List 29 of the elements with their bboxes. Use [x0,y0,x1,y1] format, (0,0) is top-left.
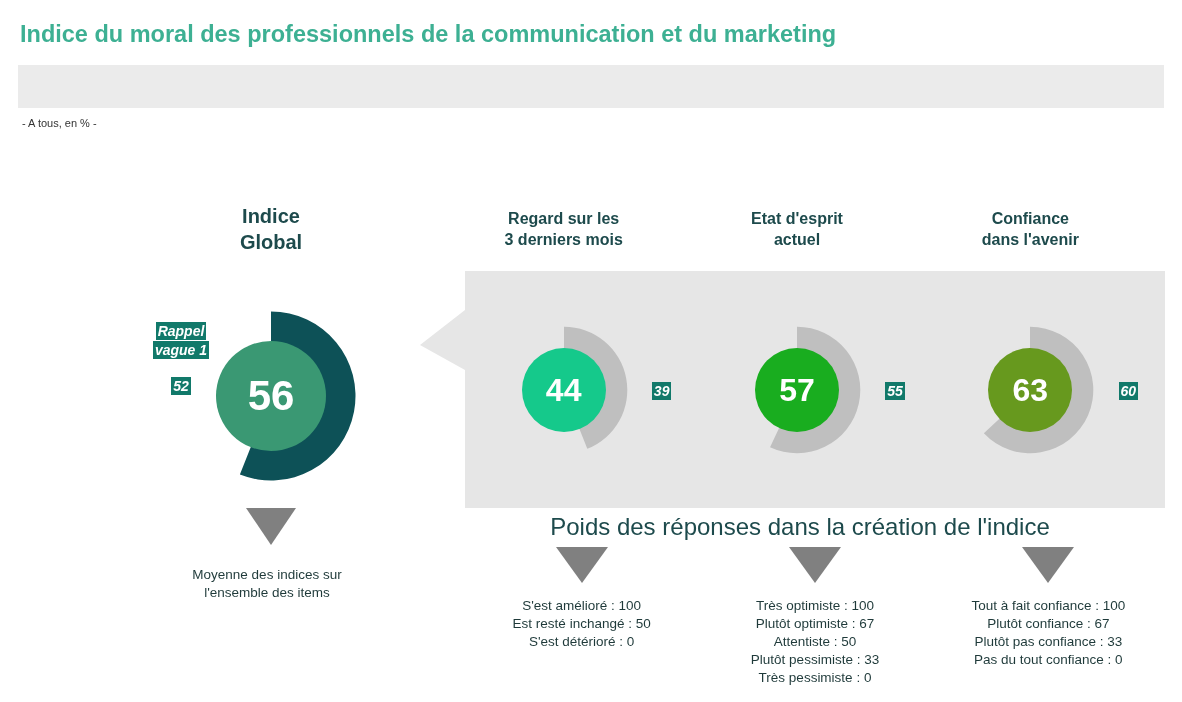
data-label: 44 [545,372,582,408]
text: Très optimiste : 100 [755,598,875,613]
text: S'est détérioré : 0 [528,634,635,649]
text: Poids des réponses dans la création de l'indice [550,513,1050,540]
text: Moyenne des indices sur l'ensemble des items [192,567,342,600]
text: S'est amélioré : 100 [522,598,642,613]
text: Plutôt optimiste : 67 [755,616,875,631]
text: Plutôt confiance : 67 [987,616,1110,631]
data-label: 52 [171,377,191,395]
data-label: 56 [247,372,295,419]
data-label: 55 [885,382,905,400]
category-label: Etat d'esprit actuel [751,210,843,248]
text: Attentiste : 50 [773,634,857,649]
data-label: 63 [1012,372,1049,408]
series-label: Rappel vague 1 [153,322,209,359]
text: - A tous, en % - [22,117,97,129]
category-label: Confiance dans l'avenir [981,210,1079,248]
text: Est resté inchangé : 50 [512,616,651,631]
data-label: 39 [651,382,672,400]
data-label: 60 [1118,382,1139,400]
text: Tout à fait confiance : 100 [971,598,1126,613]
text: Indice du moral des professionnels de la communication et du marketing [20,21,837,47]
text: Pas du tout confiance : 0 [974,652,1123,667]
text: Plutôt pas confiance : 33 [974,634,1123,649]
text: Très pessimiste : 0 [758,670,872,685]
text: Plutôt pessimiste : 33 [750,652,880,667]
category-label: Indice Global [239,205,303,253]
category-label: Regard sur les 3 derniers mois [504,210,623,248]
data-label: 57 [779,372,815,408]
